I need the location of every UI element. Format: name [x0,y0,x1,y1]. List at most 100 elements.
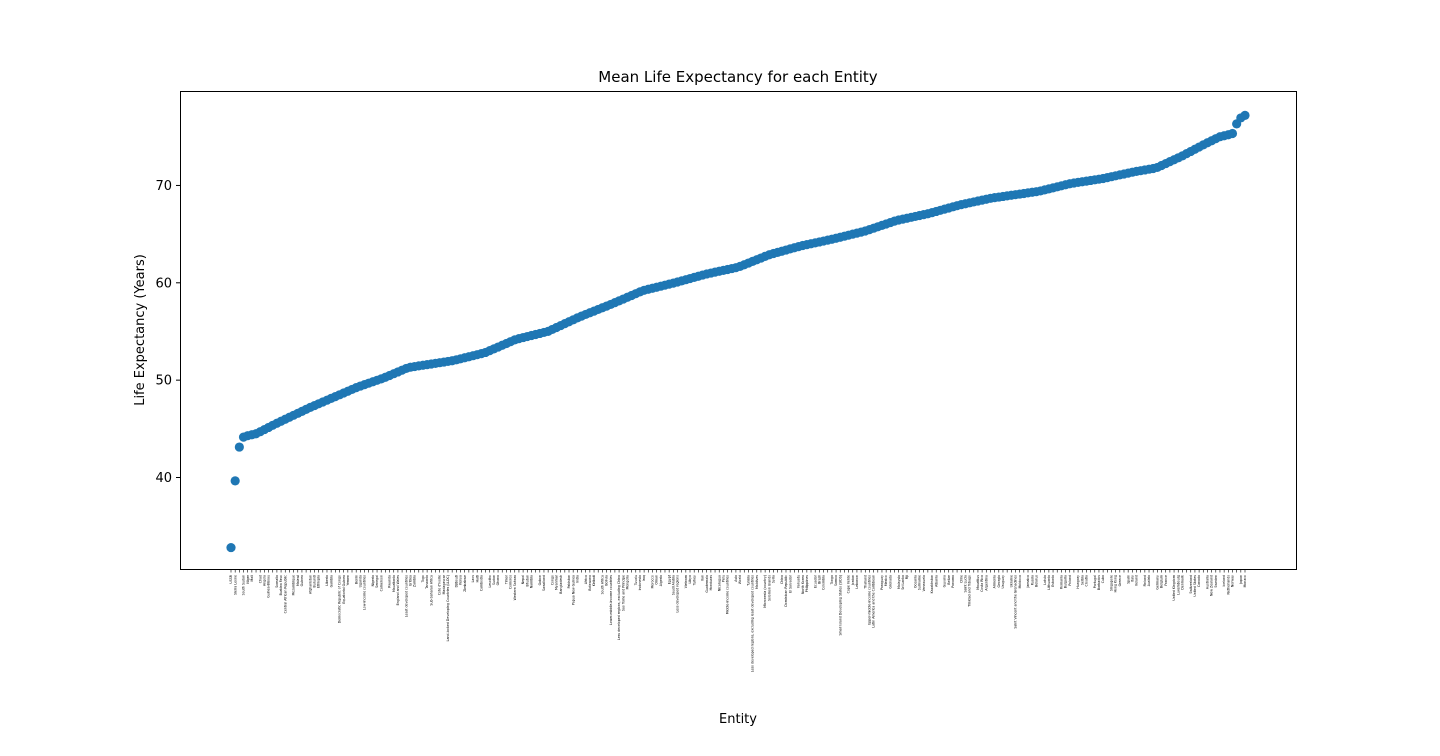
x-tick-label: Senegal [375,575,379,588]
x-tick-label: China [780,575,784,584]
x-tick-label: Austria [1147,575,1151,586]
x-tick-label: Ecuador [813,574,817,588]
x-tick-label: Gambia [329,575,333,587]
x-tick-label: Western Sahara [513,575,517,600]
x-tick-label: Honduras [709,575,713,591]
x-tick-label: Tuvalu [634,575,638,586]
x-tick-label: Belarus [1034,575,1038,587]
x-tick-label: Mali [250,575,254,582]
x-tick-label: Cuba [1101,575,1105,583]
x-tick-label: Eritrea [409,575,413,586]
x-tick-label: Bolivia [605,575,609,586]
data-point [234,442,244,452]
x-tick-label: Greece [1118,575,1122,586]
x-tick-label: Luxembourg [1176,575,1180,595]
x-tick-label: Nigeria [371,575,375,586]
x-tick-label: Pakistan [567,575,571,588]
data-point [1240,110,1250,120]
x-tick-label: Less developed regions, excluding least … [751,575,755,672]
data-point [1227,128,1238,139]
x-tick-label: Equatorial Guinea [342,575,346,604]
x-tick-label: Albania [934,575,938,587]
x-tick-label: Small Island Developing States (SIDS) [838,575,842,635]
x-tick-label: Less developed regions, excluding China [617,575,621,640]
x-tick-label: Madagascar [442,574,446,594]
x-tick-label: Switzerland [1189,575,1193,594]
x-tick-label: Ireland [1135,575,1139,586]
x-tick-label: USSR [229,574,233,583]
x-tick-label: Sudan [492,575,496,585]
x-tick-label: Saint Vincent and the Grenadines [1014,575,1018,629]
x-tick-label: Rwanda [388,575,392,588]
x-tick-label: Malaysia [897,575,901,589]
x-tick-label: Least developed countries [404,575,408,617]
x-tick-label: Comoros [509,575,513,589]
x-tick-label: Malawi [296,575,300,586]
x-tick-label: Panama [951,575,955,588]
x-tick-label: Guatemala [705,575,709,593]
y-axis-ticks: 40 50 60 70 [155,179,181,486]
x-tick-label: Canada [1197,575,1201,587]
x-tick-label: Mongolia [626,575,630,589]
x-tick-label: Spain [1126,575,1130,584]
x-tick-label: Guinea-Bissau [267,575,271,598]
y-tick-label: 70 [155,179,172,194]
x-tick-label: Tunisia [747,575,751,587]
x-tick-label: France [1164,575,1168,586]
x-tick-label: Uruguay [1001,575,1005,589]
x-tick-label: Iran [701,575,705,581]
x-tick-label: Fiji [905,575,909,579]
x-tick-label: Congo [550,575,554,585]
x-tick-label: El Salvador [788,574,792,593]
x-tick-label: Ghana [496,575,500,585]
x-tick-label: Micronesia (country) [763,575,767,608]
x-tick-label: Burkina Faso [279,575,283,595]
x-tick-label: Bangladesh [559,575,563,594]
x-tick-label: United States [1193,575,1197,597]
x-tick-label: Croatia [1085,575,1089,587]
x-tick-label: Netherlands [1226,575,1230,595]
x-tick-label: Uganda [358,575,362,587]
x-tick-label: Papua New Guinea [571,575,575,605]
y-axis-label: Life Expectancy (Years) [133,254,148,406]
x-tick-label: Poland [1068,575,1072,586]
x-tick-label: Ethiopia [317,575,321,588]
x-tick-label: Denmark [1181,575,1185,590]
x-tick-label: Belize [947,575,951,585]
x-tick-label: Argentina [984,575,988,591]
x-tick-label: South Sudan [242,575,246,595]
x-tick-label: Belgium [1160,575,1164,588]
x-tick-label: Libya [688,575,692,584]
x-tick-label: Lower-middle-income countries [609,575,613,625]
x-tick-label: Norway [1231,575,1235,587]
x-tick-label: Cape Verde [847,575,851,593]
x-tick-label: Africa [584,575,588,584]
x-tick-label: Somalia [275,575,279,588]
x-tick-label: Chile [959,575,963,583]
x-tick-label: Latin America and the Caribbean [872,575,876,628]
x-tick-label: Sub-Saharan Africa [429,575,433,606]
x-tick-label: Brazil [817,575,821,584]
x-tick-label: Australia [1206,575,1210,589]
x-tick-label: Burundi [313,575,317,588]
x-tick-label: Zimbabwe [463,575,467,592]
x-tick-label: Vanuatu [797,575,801,588]
x-tick-label: United Kingdom [1172,575,1176,601]
x-tick-label: Cameroon [379,575,383,591]
x-tick-label: Bhutan [525,575,529,586]
x-tick-label: Djibouti [454,575,458,587]
x-tick-label: Romania [1060,575,1064,589]
x-tick-label: Kiribati [592,575,596,586]
x-tick-label: Portugal [1093,575,1097,588]
x-tick-label: Haiti [475,575,479,582]
x-tick-label: Algeria [659,575,663,586]
x-tick-label: Georgia [997,575,1001,588]
x-tick-label: Lesotho [488,575,492,588]
x-tick-label: Singapore [1110,575,1114,591]
x-tick-label: Low-income countries [363,575,367,610]
x-tick-label: Costa Rica [980,575,984,592]
x-tick-label: Cambodia [479,575,483,591]
x-tick-label: Mexico [884,575,888,586]
x-tick-label: Gabon [538,575,542,585]
